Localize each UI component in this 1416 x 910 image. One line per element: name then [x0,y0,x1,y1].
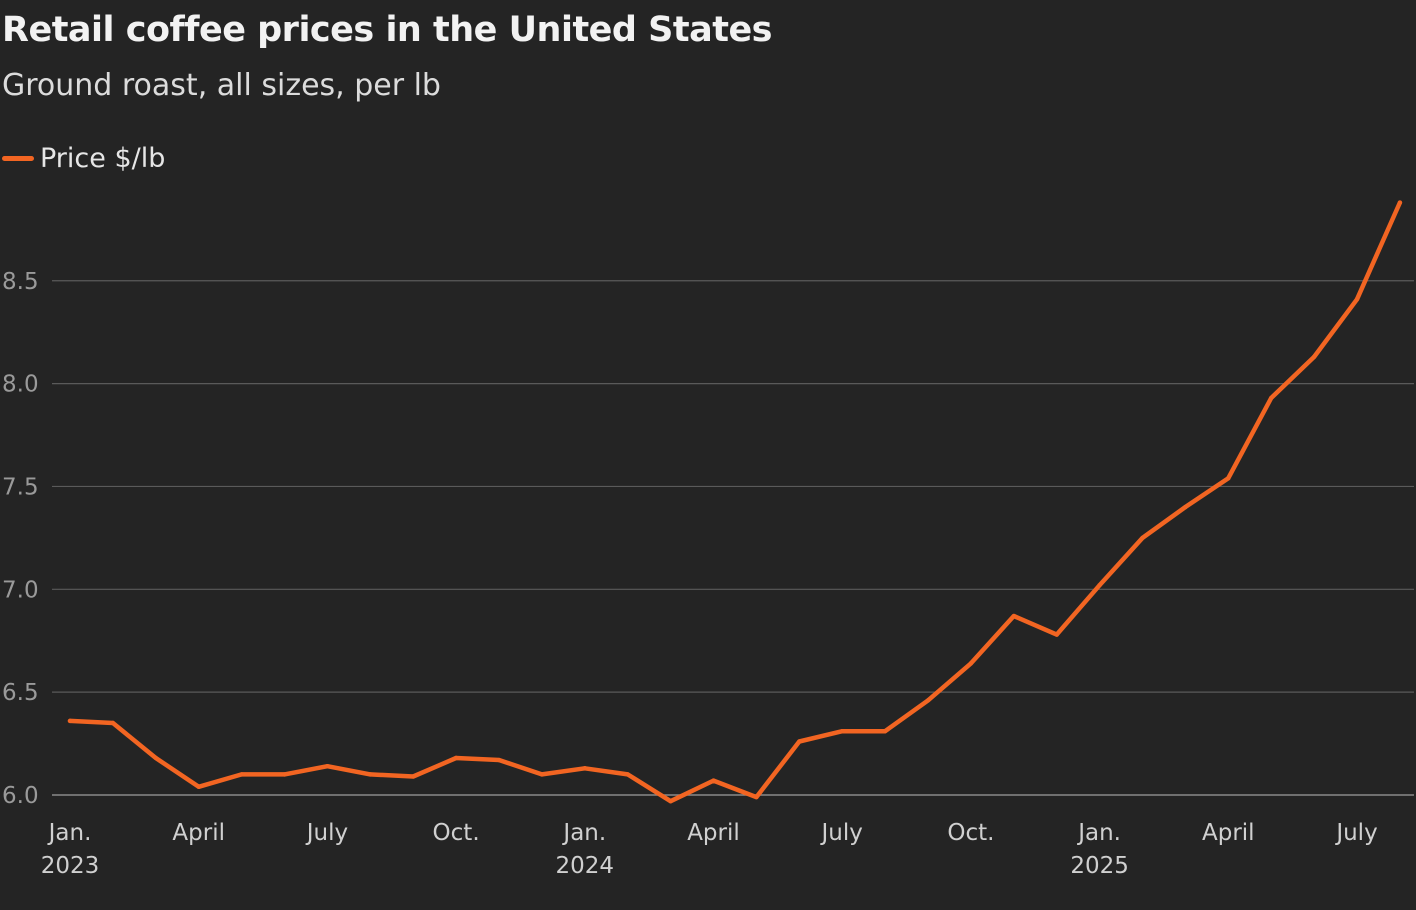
data-point [368,772,373,777]
data-point [1097,582,1102,588]
y-tick-label: 7.5 [2,474,39,500]
y-tick-label: 8.5 [2,269,39,295]
x-tick-label: Jan. [1076,820,1121,846]
y-tick-label: 7.0 [2,577,39,603]
data-point [840,729,845,734]
x-tick-label: Jan. [561,820,606,846]
x-tick-label: July [305,820,348,846]
data-point [1354,297,1360,302]
x-tick-label: April [687,820,740,846]
x-tick-label: Oct. [947,820,994,846]
data-point [282,772,287,777]
chart-subtitle: Ground roast, all sizes, per lb [2,68,441,103]
data-point [1311,354,1317,360]
data-point [325,764,330,769]
x-tick-year-label: 2024 [556,853,615,879]
data-point [1397,200,1403,205]
x-tick-year-label: 2023 [41,853,100,879]
data-point [797,739,802,744]
x-tick-label: July [1334,820,1377,846]
data-point [496,757,502,763]
data-point [582,766,587,771]
data-point [711,778,716,783]
x-tick-label: July [820,820,863,846]
y-axis: 6.0 6.5 7.0 7.5 8.0 8.5 [2,269,39,809]
data-point [1226,476,1231,481]
data-point [625,772,630,777]
y-tick-label: 6.5 [2,680,39,706]
data-point [1054,632,1059,637]
chart-legend: Price $/lb [2,140,165,176]
gridlines [52,280,1414,796]
x-tick-label: April [172,820,225,846]
data-point [668,798,673,804]
data-point [453,755,459,761]
x-tick-label: April [1202,820,1255,846]
y-tick-label: 8.0 [2,372,39,398]
legend-label: Price $/lb [40,142,166,174]
x-tick-label: Oct. [433,820,480,846]
data-point [411,774,416,779]
data-point [239,772,244,777]
x-axis: Jan. 2023 April July Oct. Jan. 2024 April July Oc… [41,820,1378,879]
data-point [67,718,73,724]
data-point [1269,395,1274,401]
series-layer [67,200,1403,804]
data-point [1140,535,1145,541]
data-point [754,794,759,800]
data-point [110,720,116,726]
legend-swatch [2,155,34,161]
chart-title: Retail coffee prices in the United State… [2,10,773,50]
data-point [153,755,158,761]
x-tick-year-label: 2025 [1070,853,1129,879]
data-point [1183,504,1188,510]
data-point [1011,613,1016,619]
data-point [539,772,545,777]
x-tick-label: Jan. [47,820,92,846]
data-point [925,698,931,703]
data-point [968,661,974,666]
data-point [196,784,201,789]
y-tick-label: 6.0 [2,783,39,809]
data-point [882,729,888,734]
series-line-price [67,200,1403,804]
